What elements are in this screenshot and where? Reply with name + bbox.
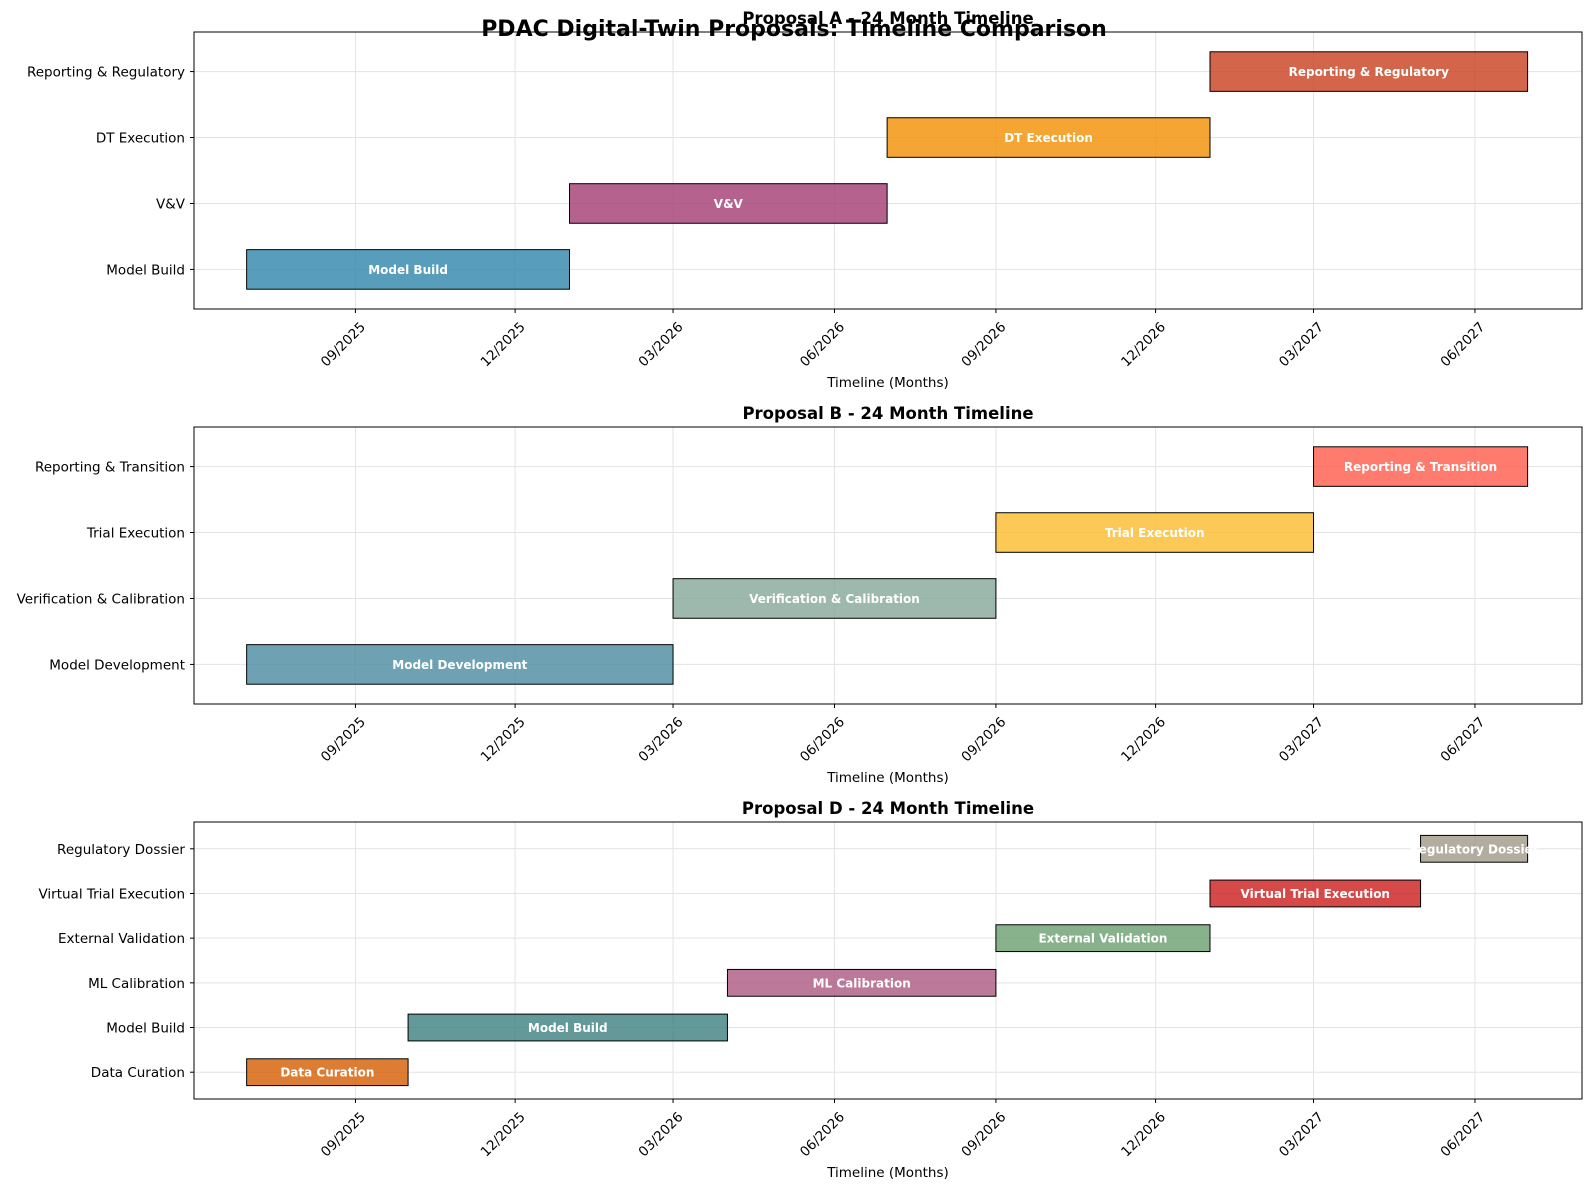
proposal-panel-3: Data Curation Model Build ML Calibration Ex… [38,799,1583,1181]
y-tick-label-ml-calibration: ML Calibration [88,976,185,992]
bar-label-regulatory-dossier: Regulatory Dossier [1409,842,1538,856]
x-tick-label: 03/2026 [636,714,687,765]
bar-label-reporting-and-transition: Reporting & Transition [1344,460,1497,474]
bar-data-curation: Data Curation [246,1058,409,1087]
x-tick-label: 09/2025 [318,714,369,765]
bar-rect-model-build [246,249,571,290]
bar-label-model-build: Model Build [368,263,448,277]
y-tick-label-data-curation: Data Curation [91,1065,185,1081]
x-tick-label: 03/2026 [636,319,687,370]
x-axis-label: Timeline (Months) [826,1165,949,1181]
bar-virtual-trial-execution: Virtual Trial Execution [1209,879,1422,908]
bar-rect-reporting-and-transition [1313,446,1529,487]
bar-label-model-build: Model Build [528,1021,608,1035]
bar-rect-regulatory-dossier [1420,834,1529,863]
x-tick-label: 09/2026 [958,714,1009,765]
x-tick-label: 06/2027 [1437,1109,1488,1160]
y-tick-label-regulatory-dossier: Regulatory Dossier [57,842,185,858]
bar-rect-external-validation [995,924,1211,953]
x-tick-label: 06/2026 [797,1109,848,1160]
x-tick-label: 12/2026 [1118,714,1169,765]
bar-trial-execution: Trial Execution [995,512,1315,553]
bar-label-data-curation: Data Curation [280,1066,374,1080]
y-tick-label-vandv: V&V [156,196,186,212]
bar-external-validation: External Validation [995,924,1211,953]
panel-title: Proposal A - 24 Month Timeline [742,9,1033,28]
y-tick-label-dt-execution: DT Execution [96,131,185,147]
panel-title: Proposal B - 24 Month Timeline [742,404,1033,423]
x-tick-label: 12/2026 [1118,319,1169,370]
bar-rect-dt-execution [886,117,1211,158]
y-tick-label-reporting-and-transition: Reporting & Transition [35,460,185,476]
bar-rect-virtual-trial-execution [1209,879,1422,908]
y-tick-label-model-build: Model Build [106,262,185,278]
bar-label-verification-and-calibration: Verification & Calibration [749,592,920,606]
bar-vandv: V&V [569,183,888,224]
x-tick-label: 06/2026 [797,714,848,765]
x-tick-label: 03/2027 [1276,714,1327,765]
bar-label-vandv: V&V [714,197,744,211]
x-axis-label: Timeline (Months) [826,375,949,391]
y-tick-label-verification-and-calibration: Verification & Calibration [17,591,185,607]
bar-label-ml-calibration: ML Calibration [813,976,911,990]
bar-model-build: Model Build [407,1013,728,1042]
x-tick-label: 03/2027 [1276,319,1327,370]
x-tick-label: 12/2026 [1118,1109,1169,1160]
x-tick-label: 09/2025 [318,1109,369,1160]
x-tick-label: 12/2025 [478,319,529,370]
bar-reporting-and-transition: Reporting & Transition [1313,446,1529,487]
x-tick-label: 09/2026 [958,1109,1009,1160]
bar-label-virtual-trial-execution: Virtual Trial Execution [1241,887,1390,901]
x-tick-label: 06/2026 [797,319,848,370]
x-tick-label: 06/2027 [1437,714,1488,765]
bar-ml-calibration: ML Calibration [726,968,997,997]
x-tick-label: 12/2025 [478,714,529,765]
x-axis-label: Timeline (Months) [826,770,949,786]
x-tick-label: 03/2027 [1276,1109,1327,1160]
bar-dt-execution: DT Execution [886,117,1211,158]
bar-label-reporting-and-regulatory: Reporting & Regulatory [1289,65,1450,79]
y-tick-label-external-validation: External Validation [58,931,185,947]
proposal-panel-2: Model Development Verification & Calibrat… [17,404,1583,786]
figure-suptitle: PDAC Digital-Twin Proposals: Timeline Co… [481,17,1107,42]
axes-frame [193,821,1583,1100]
panel-title: Proposal D - 24 Month Timeline [742,799,1034,818]
bar-rect-model-build [407,1013,728,1042]
x-tick-label: 09/2025 [318,319,369,370]
x-tick-label: 03/2026 [636,1109,687,1160]
bar-model-development: Model Development [246,644,674,685]
y-tick-label-virtual-trial-execution: Virtual Trial Execution [38,886,185,902]
bar-label-external-validation: External Validation [1038,932,1167,946]
bar-label-dt-execution: DT Execution [1004,131,1093,145]
gridlines [194,822,1582,1099]
bar-rect-ml-calibration [726,968,997,997]
x-tick-label: 06/2027 [1437,319,1488,370]
bar-rect-vandv [569,183,888,224]
bar-label-trial-execution: Trial Execution [1105,526,1205,540]
bar-rect-trial-execution [995,512,1315,553]
bar-rect-data-curation [246,1058,409,1087]
y-tick-label-reporting-and-regulatory: Reporting & Regulatory [27,65,185,81]
bar-regulatory-dossier: Regulatory Dossier [1409,834,1539,863]
y-tick-label-model-build: Model Build [106,1021,185,1037]
axes-frame [193,31,1583,310]
axes-frame [193,426,1583,705]
x-tick-label: 12/2025 [478,1109,529,1160]
bar-rect-verification-and-calibration [672,578,997,619]
bar-label-model-development: Model Development [392,658,527,672]
bar-rect-reporting-and-regulatory [1209,51,1529,92]
bar-verification-and-calibration: Verification & Calibration [672,578,997,619]
proposal-panel-1: Model Build V&V DT Execution Reporting & Re… [27,9,1583,391]
y-tick-label-trial-execution: Trial Execution [86,526,185,542]
bar-rect-model-development [246,644,674,685]
bar-reporting-and-regulatory: Reporting & Regulatory [1209,51,1529,92]
x-tick-label: 09/2026 [958,319,1009,370]
y-tick-label-model-development: Model Development [49,657,185,673]
bar-model-build: Model Build [246,249,571,290]
